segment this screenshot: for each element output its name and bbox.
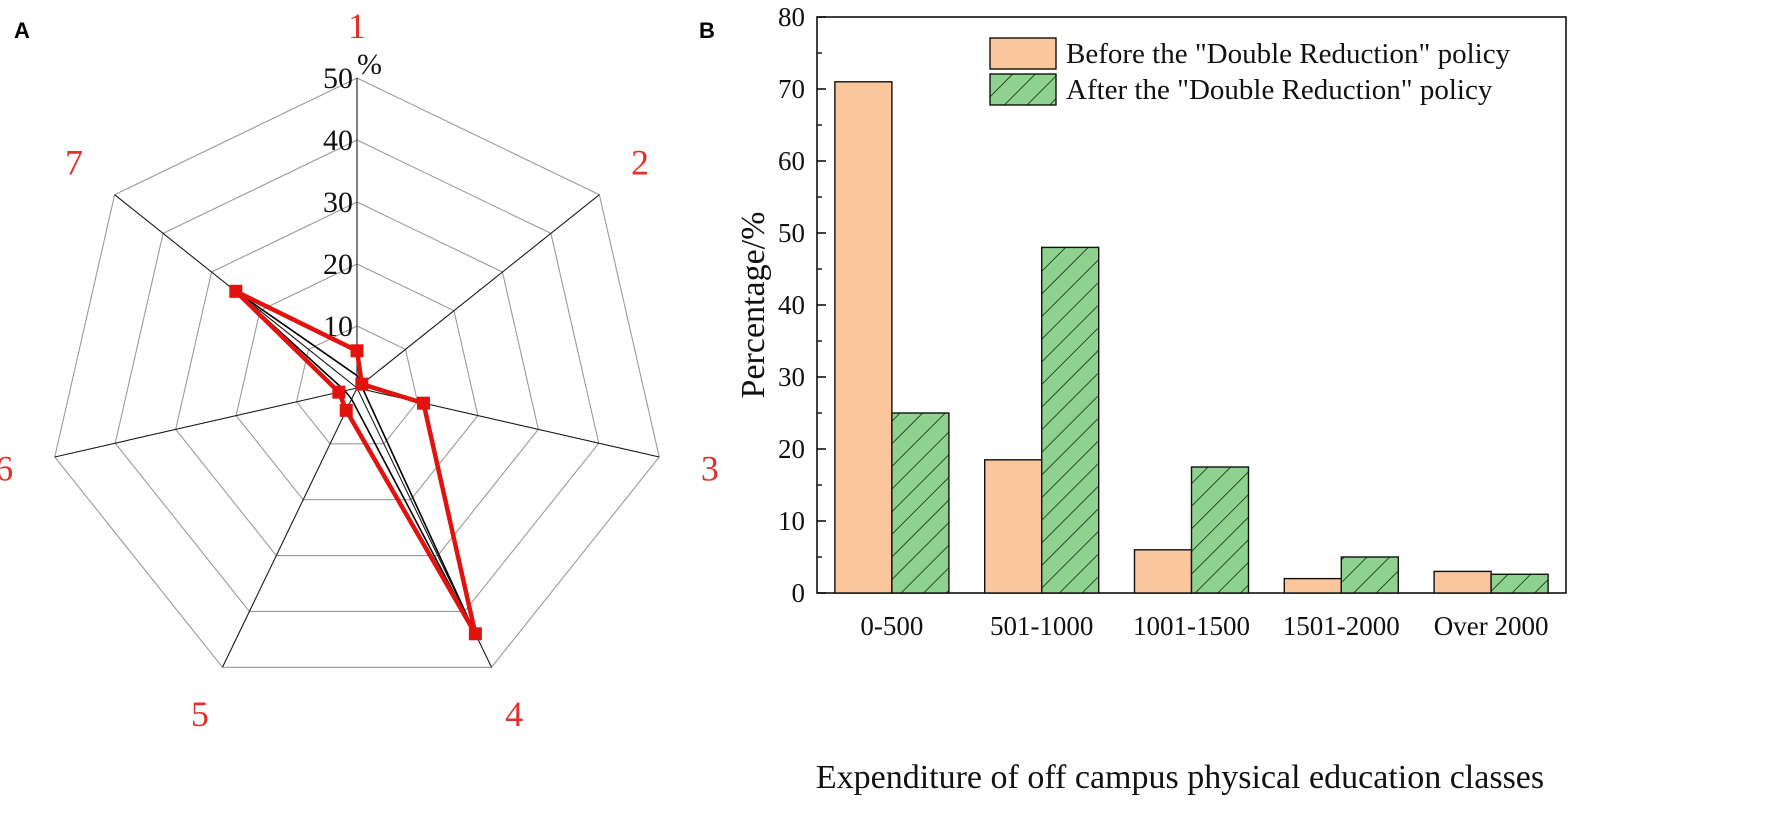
x-tick-label: 1501-2000 (1283, 611, 1400, 641)
radar-point-marker (416, 396, 430, 410)
radar-grid (54, 77, 660, 668)
radar-axis-label: 1 (348, 6, 366, 46)
y-tick-label: 80 (778, 2, 805, 32)
bar-y-tick-labels: 0 10 20 30 40 50 60 70 80 (778, 2, 805, 608)
y-tick-label: 50 (778, 218, 805, 248)
radar-axis-label: 2 (631, 142, 649, 182)
bar-x-tick-labels: 0-500 501-1000 1001-1500 1501-2000 Over 2000 (860, 611, 1548, 641)
radar-axis-label: 7 (65, 142, 83, 182)
radar-tick-label: 40 (323, 124, 353, 157)
bar-before-policy (1283, 577, 1343, 594)
radar-grid-ring (114, 139, 600, 612)
radar-point-marker (468, 627, 482, 641)
y-tick-label: 70 (778, 74, 805, 104)
radar-spoke (356, 194, 600, 389)
bar-after-policy (1190, 466, 1250, 594)
y-tick-label: 20 (778, 434, 805, 464)
legend-swatch-before (989, 37, 1057, 70)
radar-series-line-black (235, 290, 477, 635)
y-tick-label: 60 (778, 146, 805, 176)
bar-before-policy (984, 459, 1043, 594)
legend-swatch-after (989, 73, 1057, 106)
radar-axis-label: 5 (191, 694, 209, 734)
radar-tick-label: 30 (323, 186, 353, 219)
x-tick-label: 0-500 (860, 611, 923, 641)
x-tick-label: 501-1000 (990, 611, 1094, 641)
y-axis-title: Percentage/% (735, 212, 772, 399)
bar-marks (834, 81, 1549, 594)
y-tick-label: 30 (778, 362, 805, 392)
bar-after-policy (891, 412, 950, 594)
radar-axis-label: 6 (0, 449, 13, 489)
bar-after-policy (1340, 556, 1400, 594)
radar-grid-ring (235, 263, 479, 501)
radar-tick-label: 20 (323, 248, 353, 281)
y-tick-label: 40 (778, 290, 805, 320)
y-tick-label: 0 (792, 578, 806, 608)
radar-point-marker (355, 377, 369, 391)
radar-point-marker (339, 403, 353, 417)
bar-after-policy (1490, 573, 1549, 594)
radar-series (229, 284, 482, 641)
bar-before-policy (1133, 549, 1193, 594)
radar-axis-labels: 1 2 3 4 5 6 7 (0, 6, 719, 734)
radar-point-marker (332, 385, 346, 399)
radar-point-marker (229, 284, 243, 298)
radar-axis-label: 4 (505, 694, 523, 734)
bar-after-policy (1040, 246, 1100, 594)
bar-chart-panel: B 0-500 501-1000 1001-1500 1501-2000 Over 20… (699, 2, 1567, 796)
x-tick-label: 1001-1500 (1133, 611, 1250, 641)
x-tick-label: Over 2000 (1434, 611, 1549, 641)
bar-before-policy (834, 81, 893, 594)
radar-axis-label: 3 (701, 449, 719, 489)
radar-grid-ring (175, 201, 539, 557)
radar-grid-ring (54, 77, 660, 668)
radar-unit-label: % (357, 48, 382, 81)
legend: Before the "Double Reduction" policy Afte… (989, 37, 1511, 106)
radar-spoke (54, 387, 358, 458)
radar-point-marker (350, 344, 364, 358)
panel-b-label: B (699, 18, 715, 43)
legend-label-before: Before the "Double Reduction" policy (1066, 38, 1511, 70)
bar-before-policy (1433, 570, 1492, 594)
radar-spoke (222, 387, 358, 668)
radar-tick-label: 50 (323, 62, 353, 95)
radar-series-line-red (234, 289, 478, 635)
x-axis-title: Expenditure of off campus physical educa… (816, 759, 1544, 796)
radar-spokes (54, 78, 660, 668)
legend-label-after: After the "Double Reduction" policy (1066, 74, 1493, 106)
panel-a-label: A (14, 18, 30, 43)
y-tick-label: 10 (778, 506, 805, 536)
